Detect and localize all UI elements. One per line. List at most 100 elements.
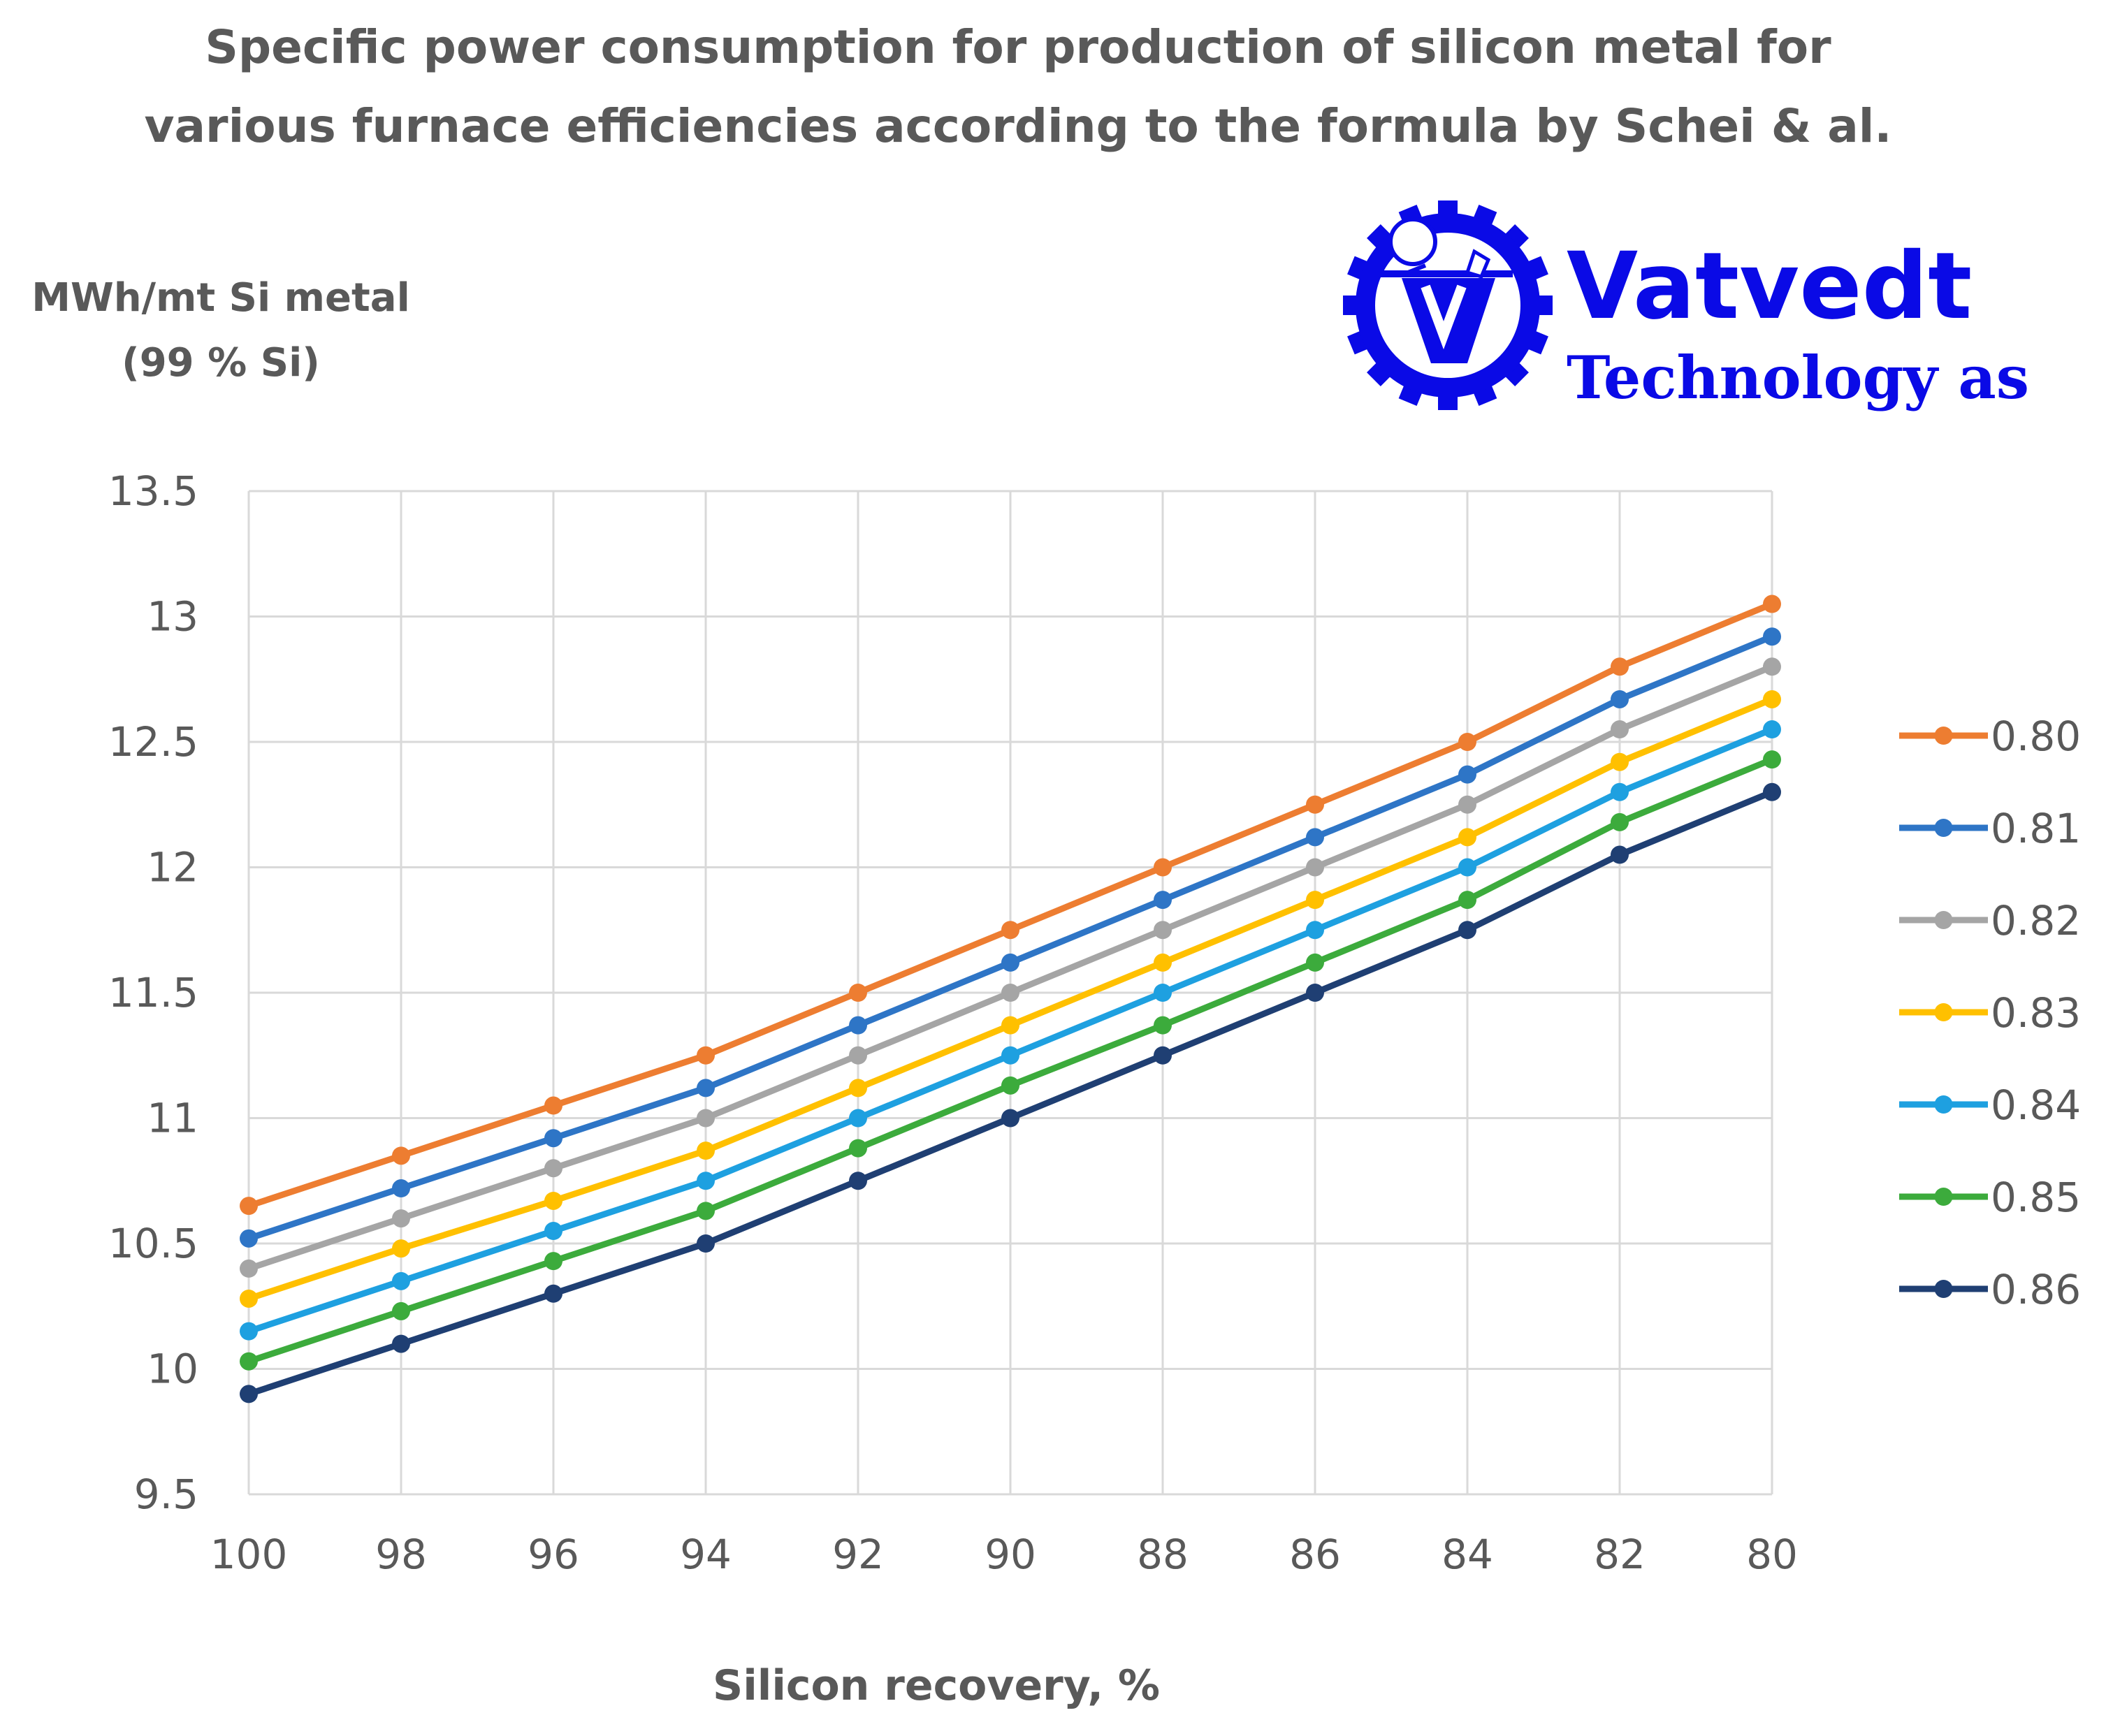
data-point-0.86-90 bbox=[1001, 1109, 1019, 1128]
data-point-0.80-100 bbox=[240, 1197, 258, 1216]
data-point-0.84-98 bbox=[392, 1271, 410, 1290]
legend-marker bbox=[1934, 1188, 1953, 1206]
data-point-0.82-90 bbox=[1001, 984, 1019, 1002]
data-point-0.83-86 bbox=[1306, 891, 1324, 910]
y-tick-label: 10 bbox=[147, 1345, 198, 1393]
legend-item-0.80: 0.80 bbox=[1899, 713, 2081, 760]
data-point-0.81-90 bbox=[1001, 953, 1019, 972]
y-tick-label: 13 bbox=[147, 593, 198, 641]
data-point-0.82-86 bbox=[1306, 858, 1324, 877]
data-point-0.81-100 bbox=[240, 1229, 258, 1248]
data-point-0.80-98 bbox=[392, 1146, 410, 1165]
legend-item-0.81: 0.81 bbox=[1899, 805, 2081, 852]
chart-title-line-1: Specific power consumption for productio… bbox=[205, 20, 1831, 74]
data-point-0.82-82 bbox=[1611, 720, 1629, 739]
data-point-0.81-80 bbox=[1763, 627, 1781, 646]
data-point-0.81-94 bbox=[697, 1079, 715, 1097]
legend-label: 0.82 bbox=[1991, 897, 2081, 944]
legend-label: 0.84 bbox=[1991, 1081, 2081, 1129]
x-tick-label: 82 bbox=[1594, 1531, 1646, 1578]
data-point-0.82-100 bbox=[240, 1259, 258, 1278]
x-tick-label: 88 bbox=[1137, 1531, 1189, 1578]
data-point-0.82-98 bbox=[392, 1209, 410, 1228]
data-point-0.81-84 bbox=[1458, 765, 1476, 784]
data-point-0.83-84 bbox=[1458, 828, 1476, 847]
x-tick-label: 96 bbox=[528, 1531, 579, 1578]
legend-label: 0.83 bbox=[1991, 989, 2081, 1037]
data-point-0.82-84 bbox=[1458, 795, 1476, 814]
data-point-0.85-82 bbox=[1611, 812, 1629, 831]
data-point-0.80-86 bbox=[1306, 795, 1324, 814]
data-point-0.86-86 bbox=[1306, 984, 1324, 1002]
x-tick-label: 94 bbox=[680, 1531, 732, 1578]
data-point-0.86-92 bbox=[849, 1172, 867, 1190]
data-point-0.85-88 bbox=[1154, 1016, 1172, 1035]
data-point-0.83-80 bbox=[1763, 690, 1781, 708]
data-point-0.83-100 bbox=[240, 1289, 258, 1308]
logo-brand-name: Vatvedt bbox=[1567, 233, 1972, 340]
data-point-0.82-94 bbox=[697, 1109, 715, 1128]
legend-label: 0.85 bbox=[1991, 1174, 2081, 1221]
data-point-0.85-98 bbox=[392, 1301, 410, 1320]
data-point-0.80-94 bbox=[697, 1046, 715, 1065]
x-tick-label: 98 bbox=[375, 1531, 427, 1578]
data-point-0.84-84 bbox=[1458, 858, 1476, 877]
legend: 0.80 0.81 0.82 0.83 0.84 0.85 0.86 bbox=[1899, 713, 2081, 1313]
data-point-0.86-98 bbox=[392, 1334, 410, 1353]
data-point-0.80-84 bbox=[1458, 733, 1476, 751]
data-point-0.86-96 bbox=[544, 1284, 562, 1303]
data-point-0.82-92 bbox=[849, 1046, 867, 1065]
data-point-0.83-94 bbox=[697, 1141, 715, 1160]
logo-brand-subtitle: Technology as bbox=[1567, 343, 2029, 412]
data-point-0.86-80 bbox=[1763, 782, 1781, 801]
legend-label: 0.86 bbox=[1991, 1266, 2081, 1313]
x-tick-label: 80 bbox=[1746, 1531, 1798, 1578]
data-point-0.80-88 bbox=[1154, 858, 1172, 877]
data-point-0.85-80 bbox=[1763, 750, 1781, 769]
data-point-0.83-82 bbox=[1611, 752, 1629, 771]
data-point-0.84-86 bbox=[1306, 921, 1324, 940]
legend-marker bbox=[1934, 727, 1953, 745]
series-points bbox=[240, 595, 1781, 1403]
legend-marker bbox=[1934, 911, 1953, 929]
x-tick-label: 100 bbox=[210, 1531, 288, 1578]
x-axis-ticks: 100 98 96 94 92 90 88 86 84 82 80 bbox=[210, 1531, 1798, 1578]
data-point-0.85-84 bbox=[1458, 891, 1476, 910]
data-point-0.84-82 bbox=[1611, 782, 1629, 801]
data-point-0.81-96 bbox=[544, 1129, 562, 1148]
legend-item-0.82: 0.82 bbox=[1899, 897, 2081, 944]
y-tick-label: 11.5 bbox=[108, 969, 198, 1016]
data-point-0.80-92 bbox=[849, 984, 867, 1002]
legend-item-0.83: 0.83 bbox=[1899, 989, 2081, 1037]
legend-marker bbox=[1934, 1003, 1953, 1021]
data-point-0.80-80 bbox=[1763, 595, 1781, 613]
y-tick-label: 11 bbox=[147, 1095, 198, 1142]
data-point-0.84-92 bbox=[849, 1109, 867, 1128]
y-axis-ticks: 9.5 10 10.5 11 11.5 12 12.5 13 13.5 bbox=[108, 467, 198, 1518]
data-point-0.81-86 bbox=[1306, 828, 1324, 847]
gear-icon bbox=[1343, 200, 1553, 410]
legend-item-0.84: 0.84 bbox=[1899, 1081, 2081, 1129]
y-axis-label-line-2: (99 % Si) bbox=[122, 340, 320, 386]
data-point-0.82-96 bbox=[544, 1159, 562, 1178]
data-point-0.81-98 bbox=[392, 1179, 410, 1198]
data-point-0.80-96 bbox=[544, 1096, 562, 1115]
data-point-0.81-92 bbox=[849, 1016, 867, 1035]
y-tick-label: 9.5 bbox=[134, 1471, 198, 1518]
legend-marker bbox=[1934, 1095, 1953, 1114]
legend-item-0.85: 0.85 bbox=[1899, 1174, 2081, 1221]
plot-area: 9.5 10 10.5 11 11.5 12 12.5 13 13.5 100 98 96 94 92 9… bbox=[108, 467, 1798, 1578]
data-point-0.84-80 bbox=[1763, 720, 1781, 739]
data-point-0.86-84 bbox=[1458, 921, 1476, 940]
data-point-0.85-96 bbox=[544, 1252, 562, 1271]
y-tick-label: 12.5 bbox=[108, 718, 198, 766]
x-tick-label: 90 bbox=[985, 1531, 1036, 1578]
y-axis-label-line-1: MWh/mt Si metal bbox=[31, 275, 410, 321]
data-point-0.84-90 bbox=[1001, 1046, 1019, 1065]
legend-item-0.86: 0.86 bbox=[1899, 1266, 2081, 1313]
data-point-0.82-88 bbox=[1154, 921, 1172, 940]
data-point-0.84-100 bbox=[240, 1322, 258, 1341]
data-point-0.86-100 bbox=[240, 1385, 258, 1403]
y-tick-label: 12 bbox=[147, 844, 198, 891]
